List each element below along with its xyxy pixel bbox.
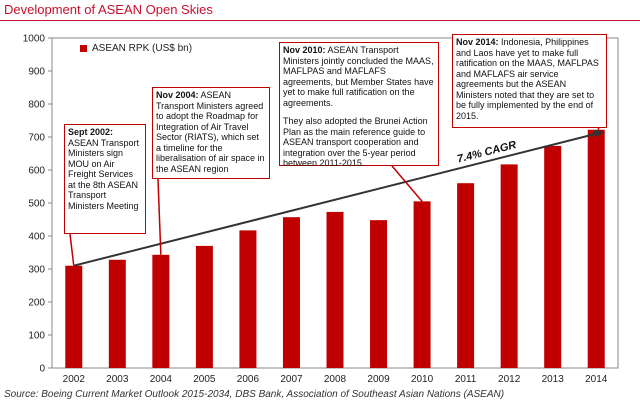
y-tick-label: 600 xyxy=(28,166,45,177)
y-tick-label: 400 xyxy=(28,232,45,243)
page-title: Development of ASEAN Open Skies xyxy=(4,2,213,17)
annotation-nov-2010-body-2: They also adopted the Brunei Action Plan… xyxy=(283,116,428,168)
bar-2014 xyxy=(587,129,605,368)
legend: ASEAN RPK (US$ bn) xyxy=(80,43,192,54)
x-tick-label: 2012 xyxy=(498,374,521,385)
legend-label: ASEAN RPK (US$ bn) xyxy=(92,43,193,54)
bar-2004 xyxy=(152,254,170,368)
cagr-arrowhead xyxy=(593,129,605,138)
bar-2005 xyxy=(195,245,213,368)
y-tick-label: 200 xyxy=(28,298,45,309)
y-tick-label: 500 xyxy=(28,199,45,210)
annotation-nov-2014-head: Nov 2014: xyxy=(456,37,499,47)
bar-2007 xyxy=(282,217,300,368)
x-tick-label: 2003 xyxy=(106,374,129,385)
annotation-nov-2010-body: ASEAN Transport Ministers jointly conclu… xyxy=(283,45,434,108)
bar-2009 xyxy=(370,220,388,368)
x-tick-label: 2002 xyxy=(63,374,86,385)
y-tick-label: 700 xyxy=(28,133,45,144)
annotation-sept-2002-head: Sept 2002: xyxy=(68,127,114,137)
y-tick-label: 900 xyxy=(28,67,45,78)
y-tick-label: 300 xyxy=(28,265,45,276)
x-tick-label: 2009 xyxy=(367,374,390,385)
y-tick-label: 100 xyxy=(28,331,45,342)
annotation-nov-2014: Nov 2014: Indonesia, Philippines and Lao… xyxy=(452,34,607,128)
y-tick-label: 800 xyxy=(28,100,45,111)
bar-2006 xyxy=(239,230,257,368)
x-tick-label: 2005 xyxy=(193,374,216,385)
x-tick-label: 2008 xyxy=(324,374,347,385)
y-tick-label: 1000 xyxy=(23,34,46,45)
bar-2012 xyxy=(500,164,518,368)
annotation-sept-2002-body: ASEAN Transport Ministers sign MOU on Ai… xyxy=(68,137,140,211)
title-divider xyxy=(0,20,640,21)
x-tick-label: 2004 xyxy=(150,374,173,385)
bar-2008 xyxy=(326,211,344,368)
annotation-nov-2010: Nov 2010: ASEAN Transport Ministers join… xyxy=(279,42,439,168)
x-tick-label: 2010 xyxy=(411,374,434,385)
annotation-nov-2004-head: Nov 2004: xyxy=(156,90,199,100)
y-tick-label: 0 xyxy=(39,364,45,375)
annotation-nov-2014-body: Indonesia, Philippines and Laos have yet… xyxy=(456,37,599,121)
bar-2010 xyxy=(413,201,431,368)
bar-2002 xyxy=(65,265,83,368)
annotation-connector xyxy=(69,233,75,266)
annotation-nov-2004-body: ASEAN Transport Ministers agreed to adop… xyxy=(156,90,265,174)
cagr-trend-line xyxy=(73,132,599,267)
x-tick-label: 2007 xyxy=(280,374,303,385)
annotation-nov-2004: Nov 2004: ASEAN Transport Ministers agre… xyxy=(152,87,270,179)
legend-swatch xyxy=(80,45,87,52)
source-note: Source: Boeing Current Market Outlook 20… xyxy=(4,389,505,400)
annotation-connector xyxy=(157,178,162,255)
x-tick-label: 2011 xyxy=(455,374,477,385)
bar-2003 xyxy=(108,259,126,368)
x-tick-label: 2014 xyxy=(585,374,608,385)
bar-2011 xyxy=(457,183,475,368)
annotation-connector xyxy=(391,165,423,202)
annotation-sept-2002: Sept 2002: ASEAN Transport Ministers sig… xyxy=(64,124,146,234)
x-tick-label: 2013 xyxy=(542,374,565,385)
annotation-nov-2010-head: Nov 2010: xyxy=(283,45,326,55)
x-tick-label: 2006 xyxy=(237,374,260,385)
bar-2013 xyxy=(544,145,562,368)
